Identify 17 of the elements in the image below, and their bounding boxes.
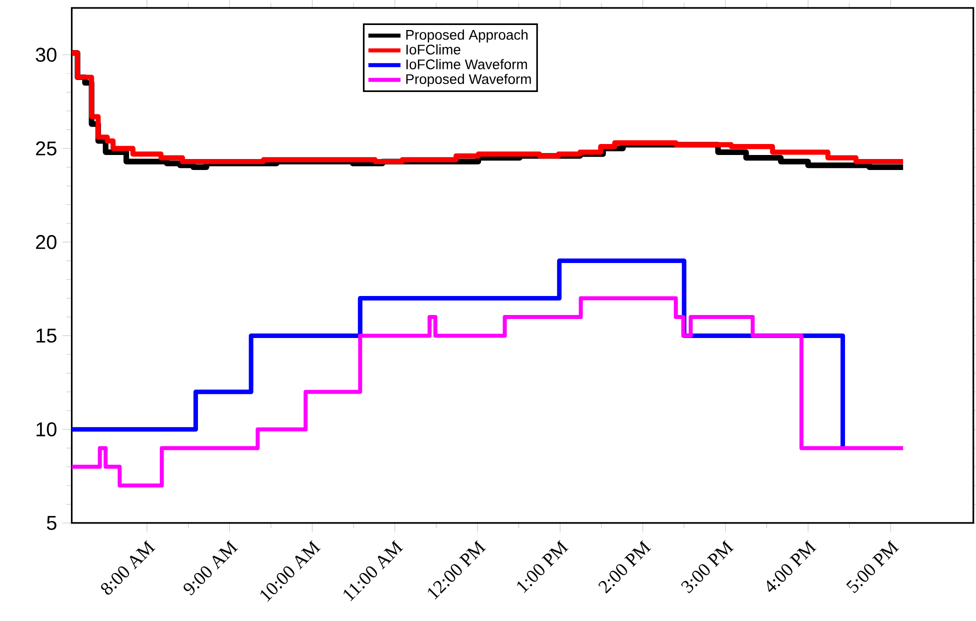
- x-tick-label: 8:00 AM: [101, 540, 156, 595]
- legend-label: IoFClime: [406, 44, 460, 55]
- x-tick-label: 5:00 PM: [846, 540, 900, 594]
- legend-label: Proposed Approach: [406, 30, 528, 43]
- legend-label: Proposed Waveform: [406, 74, 531, 87]
- x-tick-label: 3:00 PM: [680, 540, 734, 594]
- y-tick-label: 20: [36, 235, 56, 250]
- legend-label: IoFClime Waveform: [406, 59, 527, 70]
- y-tick-label: 5: [46, 516, 56, 530]
- y-tick-label: 30: [36, 48, 56, 62]
- y-tick-label: 10: [36, 422, 56, 436]
- y-tick-label: 25: [36, 141, 56, 156]
- x-tick-label: 1:00 PM: [517, 540, 568, 593]
- x-tick-label: 2:00 PM: [598, 540, 652, 594]
- x-tick-label: 9:00 AM: [184, 540, 238, 596]
- x-tick-label: 4:00 PM: [766, 540, 816, 592]
- y-tick-label: 15: [36, 328, 56, 343]
